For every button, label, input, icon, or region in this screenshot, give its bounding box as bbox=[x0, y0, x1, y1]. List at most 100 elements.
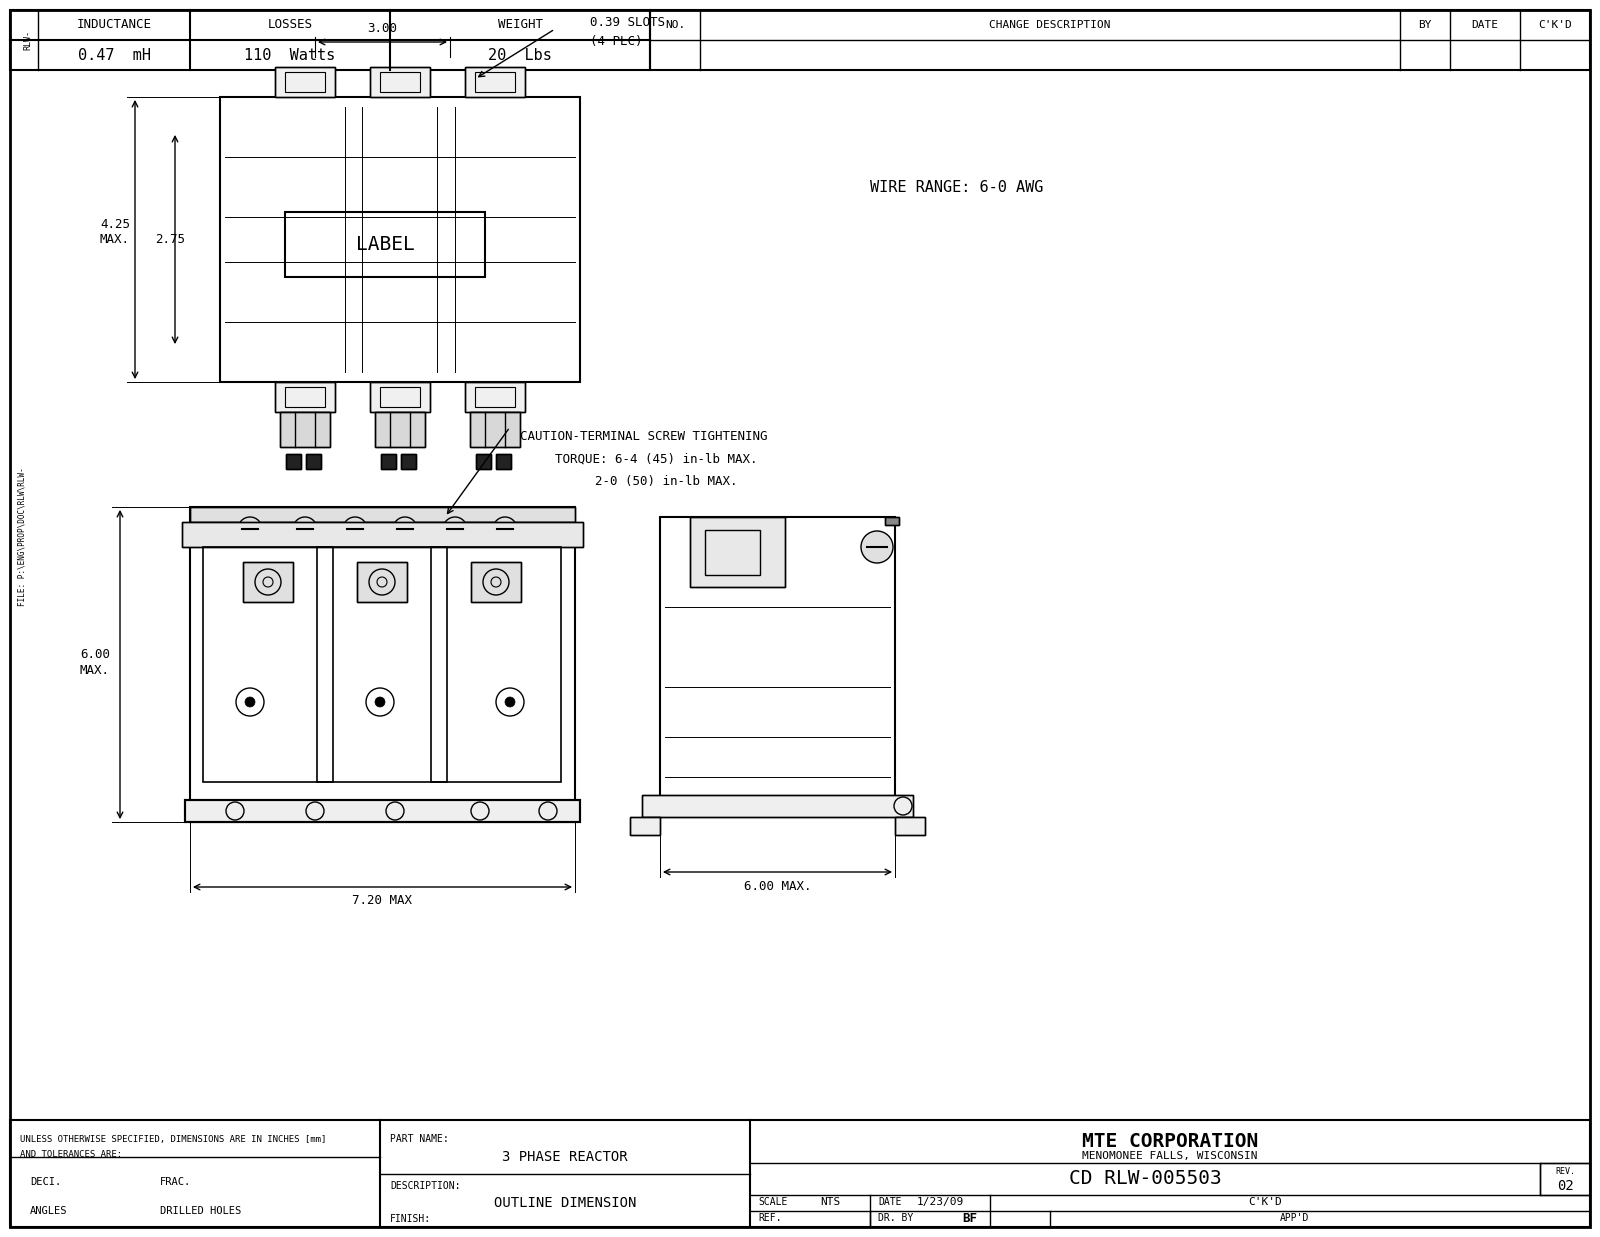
Bar bbox=[10, 10, 650, 71]
Bar bbox=[381, 72, 419, 92]
Circle shape bbox=[506, 696, 515, 708]
Bar bbox=[475, 387, 515, 407]
Text: NO.: NO. bbox=[666, 20, 685, 30]
Bar bbox=[10, 1119, 1590, 1227]
Text: 110  Watts: 110 Watts bbox=[245, 47, 336, 63]
Circle shape bbox=[374, 696, 386, 708]
Bar bbox=[275, 67, 334, 96]
Text: 3.00: 3.00 bbox=[368, 22, 397, 36]
Text: UNLESS OTHERWISE SPECIFIED, DIMENSIONS ARE IN INCHES [mm]: UNLESS OTHERWISE SPECIFIED, DIMENSIONS A… bbox=[19, 1134, 326, 1144]
Bar bbox=[285, 387, 325, 407]
Bar bbox=[285, 72, 325, 92]
Bar bbox=[275, 67, 334, 96]
Bar bbox=[374, 412, 426, 447]
Text: 2-0 (50) in-lb MAX.: 2-0 (50) in-lb MAX. bbox=[595, 475, 738, 487]
Bar bbox=[182, 522, 582, 547]
Circle shape bbox=[443, 517, 467, 541]
Text: RLW-: RLW- bbox=[24, 30, 32, 49]
Bar bbox=[496, 454, 510, 469]
Bar bbox=[306, 454, 322, 469]
Text: 1/23/09: 1/23/09 bbox=[917, 1197, 963, 1207]
Bar bbox=[430, 547, 562, 782]
Circle shape bbox=[342, 517, 366, 541]
Text: MAX.: MAX. bbox=[80, 664, 110, 677]
Bar bbox=[477, 454, 491, 469]
Text: 02: 02 bbox=[1557, 1179, 1573, 1194]
Text: CAUTION-TERMINAL SCREW TIGHTENING: CAUTION-TERMINAL SCREW TIGHTENING bbox=[520, 430, 768, 444]
Text: 6.00: 6.00 bbox=[80, 648, 110, 661]
Bar bbox=[286, 454, 301, 469]
Bar bbox=[275, 382, 334, 412]
Text: DECI.: DECI. bbox=[30, 1178, 61, 1188]
Circle shape bbox=[394, 517, 418, 541]
Text: DESCRIPTION:: DESCRIPTION: bbox=[390, 1181, 461, 1191]
Text: MTE CORPORATION: MTE CORPORATION bbox=[1082, 1132, 1258, 1150]
Bar bbox=[370, 382, 430, 412]
Text: 4.25: 4.25 bbox=[99, 218, 130, 231]
Bar bbox=[496, 454, 510, 469]
Bar bbox=[186, 800, 579, 823]
Bar bbox=[642, 795, 914, 816]
Bar bbox=[381, 454, 397, 469]
Text: C'K'D: C'K'D bbox=[1248, 1197, 1282, 1207]
Text: PART NAME:: PART NAME: bbox=[390, 1134, 448, 1144]
Text: FILE: P:\ENG\PROP\DOC\RLW\RLW-: FILE: P:\ENG\PROP\DOC\RLW\RLW- bbox=[18, 468, 27, 606]
Circle shape bbox=[861, 531, 893, 563]
Bar bbox=[402, 454, 416, 469]
Text: REF.: REF. bbox=[758, 1213, 781, 1223]
Text: CHANGE DESCRIPTION: CHANGE DESCRIPTION bbox=[989, 20, 1110, 30]
Bar bbox=[280, 412, 330, 447]
Text: LABEL: LABEL bbox=[355, 235, 414, 254]
Bar bbox=[381, 387, 419, 407]
Text: C'K'D: C'K'D bbox=[1538, 20, 1571, 30]
Bar bbox=[466, 382, 525, 412]
Bar bbox=[190, 507, 574, 522]
Text: SCALE: SCALE bbox=[758, 1197, 787, 1207]
Bar bbox=[661, 517, 894, 816]
Bar bbox=[243, 562, 293, 602]
Bar bbox=[690, 517, 786, 588]
Text: 20  Lbs: 20 Lbs bbox=[488, 47, 552, 63]
Bar bbox=[650, 10, 1590, 71]
Text: WIRE RANGE: 6-0 AWG: WIRE RANGE: 6-0 AWG bbox=[870, 179, 1043, 194]
Bar bbox=[470, 562, 522, 602]
Text: DATE: DATE bbox=[878, 1197, 901, 1207]
Bar bbox=[885, 517, 899, 524]
Bar bbox=[357, 562, 406, 602]
Text: DR. BY: DR. BY bbox=[878, 1213, 914, 1223]
Text: WEIGHT: WEIGHT bbox=[498, 19, 542, 31]
Bar bbox=[470, 562, 522, 602]
Bar bbox=[370, 67, 430, 96]
Text: 2.75: 2.75 bbox=[155, 233, 186, 246]
Bar bbox=[1539, 1163, 1590, 1195]
Text: CD RLW-005503: CD RLW-005503 bbox=[1069, 1169, 1221, 1188]
Bar bbox=[402, 454, 416, 469]
Bar bbox=[306, 454, 322, 469]
Bar bbox=[357, 562, 406, 602]
Text: BY: BY bbox=[1418, 20, 1432, 30]
Bar bbox=[894, 816, 925, 835]
Bar bbox=[370, 382, 430, 412]
Bar bbox=[370, 67, 430, 96]
Text: 3 PHASE REACTOR: 3 PHASE REACTOR bbox=[502, 1150, 627, 1164]
Circle shape bbox=[245, 696, 254, 708]
Bar bbox=[275, 382, 334, 412]
Text: 6.00 MAX.: 6.00 MAX. bbox=[744, 880, 811, 893]
Bar bbox=[894, 816, 925, 835]
Text: BF: BF bbox=[963, 1212, 978, 1225]
Bar bbox=[470, 412, 520, 447]
Text: 0.39 SLOTS: 0.39 SLOTS bbox=[590, 16, 666, 28]
Circle shape bbox=[238, 517, 262, 541]
Text: DRILLED HOLES: DRILLED HOLES bbox=[160, 1206, 242, 1216]
Bar bbox=[190, 507, 574, 823]
Bar bbox=[630, 816, 661, 835]
Bar bbox=[706, 529, 760, 575]
Bar bbox=[243, 562, 293, 602]
Text: REV.: REV. bbox=[1555, 1166, 1574, 1176]
Bar bbox=[475, 72, 515, 92]
Text: APP'D: APP'D bbox=[1280, 1213, 1310, 1223]
Text: FRAC.: FRAC. bbox=[160, 1178, 192, 1188]
Text: (4 PLC): (4 PLC) bbox=[590, 36, 643, 48]
Bar bbox=[190, 507, 574, 522]
Bar bbox=[477, 454, 491, 469]
